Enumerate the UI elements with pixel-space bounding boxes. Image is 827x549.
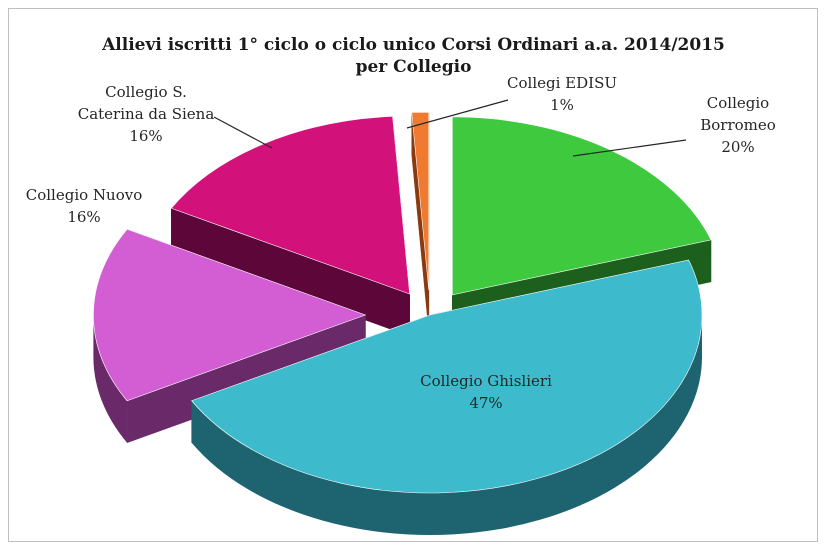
slice-name-label: Collegi EDISU xyxy=(507,74,617,92)
pie-slice-1 xyxy=(191,259,703,535)
slice-label-1: Collegio Ghislieri 47% xyxy=(420,372,552,412)
slice-value-label: 47% xyxy=(469,394,502,412)
chart-subtitle: per Collegio xyxy=(355,57,472,77)
slice-name-label: Collegio xyxy=(707,94,769,112)
slice-label-3: Collegio S. Caterina da Siena 16% xyxy=(78,83,215,145)
pie-slice-top xyxy=(93,228,367,402)
slice-name-label: Collegio Ghislieri xyxy=(420,372,552,390)
pie-slice-top xyxy=(191,259,703,494)
slice-value-label: 20% xyxy=(721,138,754,156)
slice-label-0: Collegio Borromeo 20% xyxy=(700,94,776,156)
pie-slice-side xyxy=(93,315,128,443)
leader-line-3 xyxy=(213,116,273,149)
chart-title: Allievi iscritti 1° ciclo o ciclo unico … xyxy=(0,34,827,78)
chart-title-line1: Allievi iscritti 1° ciclo o ciclo unico … xyxy=(102,35,725,55)
pie-slice-side xyxy=(191,315,702,535)
pie-slice-4 xyxy=(411,111,430,333)
slice-label-4: Collegi EDISU 1% xyxy=(507,74,617,114)
slice-value-label: 16% xyxy=(129,127,162,145)
pie-slice-2 xyxy=(93,228,367,444)
slice-name-label: Borromeo xyxy=(700,116,776,134)
leader-line-0 xyxy=(572,139,687,157)
pie-slice-3 xyxy=(170,116,410,337)
slice-name-label: Caterina da Siena xyxy=(78,105,215,123)
pie-slice-top xyxy=(411,111,430,291)
slice-name-label: Collegio S. xyxy=(105,83,187,101)
slice-value-label: 1% xyxy=(550,96,574,114)
slice-name-label: Collegio Nuovo xyxy=(26,186,143,204)
slice-label-2: Collegio Nuovo 16% xyxy=(26,186,143,226)
leader-line-4 xyxy=(406,99,509,129)
slice-value-label: 16% xyxy=(67,208,100,226)
